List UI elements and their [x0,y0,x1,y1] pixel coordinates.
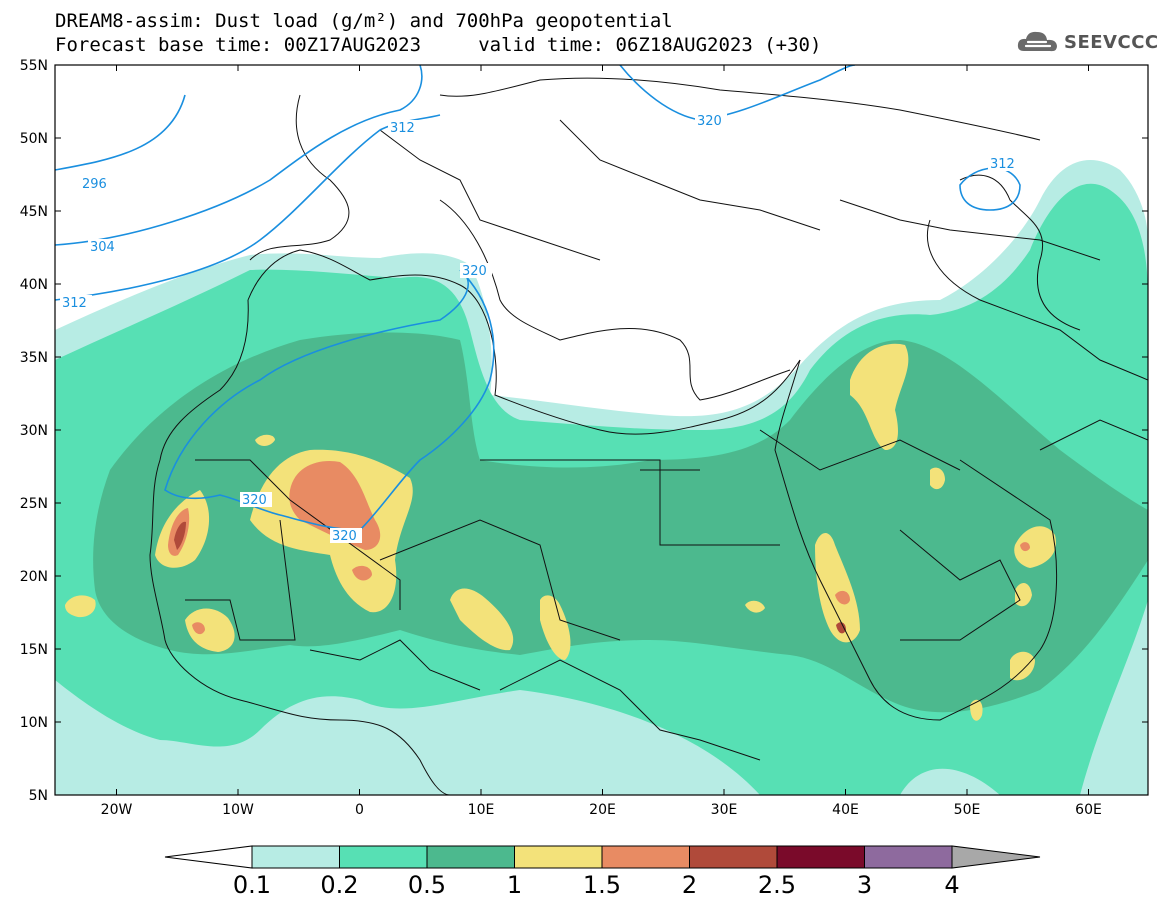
lat-label: 50N [20,131,48,147]
lat-label: 10N [20,715,48,731]
lat-label: 15N [20,642,48,658]
lat-label: 25N [20,496,48,512]
lat-label: 55N [20,58,48,74]
colorbar-label: 1.5 [583,871,621,899]
lon-label: 20E [589,802,616,818]
lon-label: 50E [954,802,981,818]
contour-label: 320 [332,529,357,544]
lon-label: 10W [222,802,254,818]
lon-label: 20W [101,802,133,818]
lon-label: 40E [832,802,859,818]
colorbar-segment [776,845,865,869]
colorbar-segment [251,845,340,869]
lat-label: 5N [29,788,48,804]
lat-label: 40N [20,277,48,293]
colorbar-segment [689,845,778,869]
contour-label: 312 [990,157,1015,172]
lat-label: 45N [20,204,48,220]
dust-band-2 [174,521,846,634]
forecast-time-line: Forecast base time: 00Z17AUG2023 valid t… [55,34,822,56]
geopotential-contours [55,65,1021,531]
colorbar: 0.1 0.2 0.5 1 1.5 2 2.5 3 4 [164,845,1041,899]
contour-labels: 296 304 312 320 312 320 320 320 312 [60,113,1020,544]
dust-band-1.5 [168,460,1030,635]
colorbar-label: 3 [857,871,872,899]
colorbar-under-arrow [164,845,253,869]
colorbar-segment [426,845,515,869]
lat-label: 30N [20,423,48,439]
colorbar-segment [864,845,953,869]
colorbar-label: 0.5 [408,871,446,899]
colorbar-segment [601,845,690,869]
lon-label: 0 [355,802,364,818]
contour-label: 320 [697,114,722,129]
lon-label: 10E [468,802,495,818]
lat-label: 35N [20,350,48,366]
contour-label: 304 [90,240,115,255]
map-title: DREAM8-assim: Dust load (g/m²) and 700hP… [55,10,673,32]
colorbar-label: 0.1 [233,871,271,899]
colorbar-segment [514,845,603,869]
colorbar-over-arrow [951,845,1041,869]
lat-axis: 55N 50N 45N 40N 35N 30N 25N 20N 15N 10N 5N [20,58,1148,804]
seevccc-logo: SEEVCCC [1016,25,1159,59]
contour-label: 296 [82,177,107,192]
colorbar-segment [339,845,428,869]
contour-label: 320 [462,264,487,279]
lon-axis: 20W 10W 0 10E 20E 30E 40E 50E 60E [101,65,1102,818]
contour-label: 312 [62,296,87,311]
contour-label: 320 [242,493,267,508]
colorbar-label: 0.2 [320,871,358,899]
logo-text: SEEVCCC [1064,31,1159,53]
coastlines [149,77,1148,795]
lon-label: 60E [1075,802,1102,818]
colorbar-label: 1 [507,871,522,899]
colorbar-label: 4 [944,871,959,899]
lon-label: 30E [711,802,738,818]
dust-field: 296 304 312 320 312 320 320 320 312 [55,65,1148,795]
colorbar-label: 2.5 [758,871,796,899]
colorbar-label: 2 [682,871,697,899]
contour-label: 312 [390,121,415,136]
cloud-icon [1017,31,1057,52]
lat-label: 20N [20,569,48,585]
